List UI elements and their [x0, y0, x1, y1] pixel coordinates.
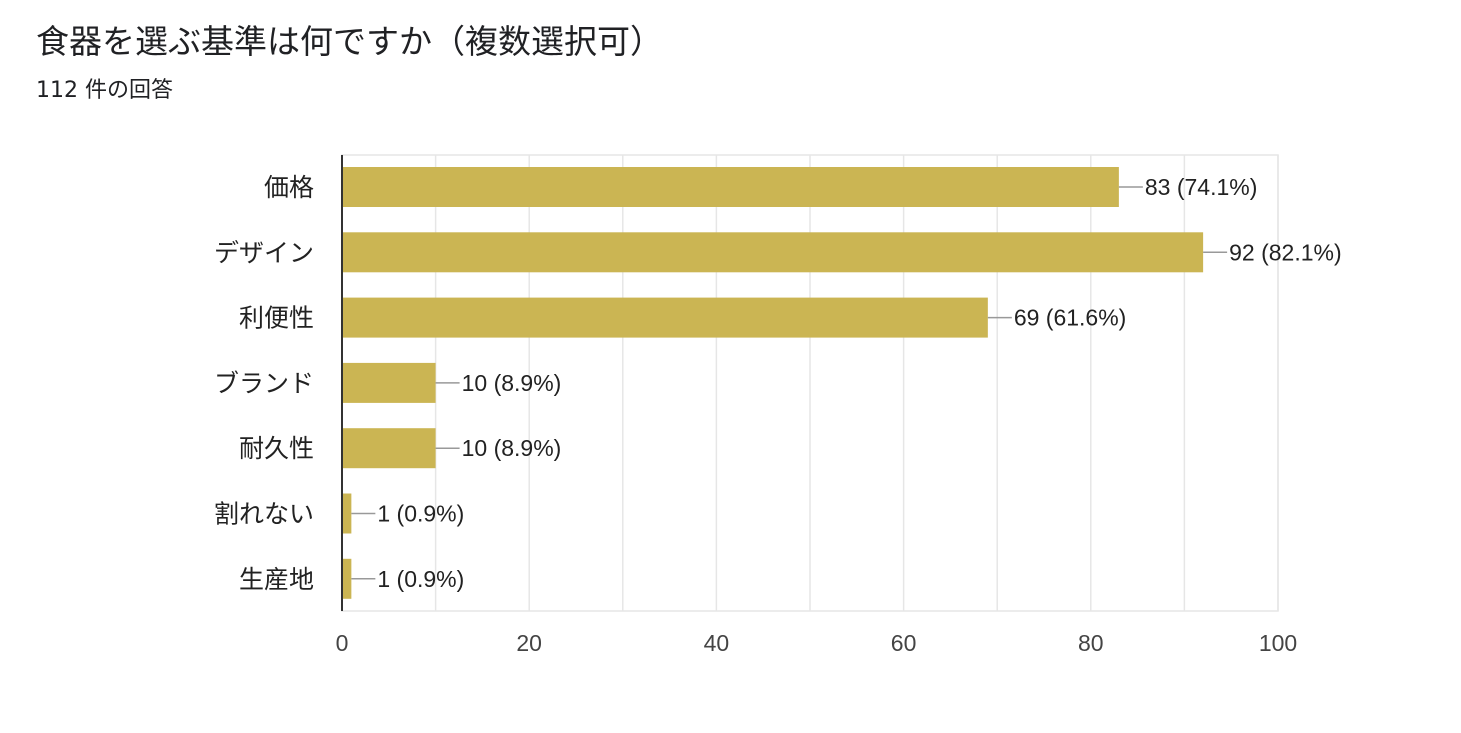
- response-count: 112 件の回答: [36, 78, 173, 103]
- category-label: デザイン: [214, 238, 314, 267]
- data-label: 92 (82.1%): [1229, 239, 1342, 265]
- x-tick-label: 60: [891, 630, 917, 656]
- category-label: 生産地: [239, 565, 314, 594]
- category-label: ブランド: [214, 369, 314, 398]
- x-tick-label: 80: [1078, 630, 1104, 656]
- data-label: 83 (74.1%): [1145, 174, 1258, 200]
- x-tick-label: 0: [336, 630, 349, 656]
- bar: [342, 167, 1119, 207]
- bar: [342, 232, 1204, 273]
- bar: [342, 428, 436, 469]
- chart-title: 食器を選ぶ基準は何ですか（複数選択可）: [36, 22, 663, 61]
- category-label: 割れない: [214, 500, 314, 529]
- data-label: 69 (61.6%): [1014, 305, 1127, 331]
- category-label: 利便性: [239, 304, 314, 333]
- category-label: 価格: [264, 173, 314, 202]
- bar: [342, 297, 988, 338]
- bar: [342, 558, 352, 599]
- data-label: 1 (0.9%): [377, 566, 464, 592]
- data-label: 10 (8.9%): [462, 435, 562, 461]
- x-tick-label: 100: [1259, 630, 1297, 656]
- x-tick-label: 20: [516, 630, 542, 656]
- bar: [342, 362, 436, 403]
- category-label: 耐久性: [239, 434, 314, 463]
- x-tick-label: 40: [704, 630, 730, 656]
- bar: [342, 493, 352, 534]
- data-label: 1 (0.9%): [377, 501, 464, 527]
- data-label: 10 (8.9%): [462, 370, 562, 396]
